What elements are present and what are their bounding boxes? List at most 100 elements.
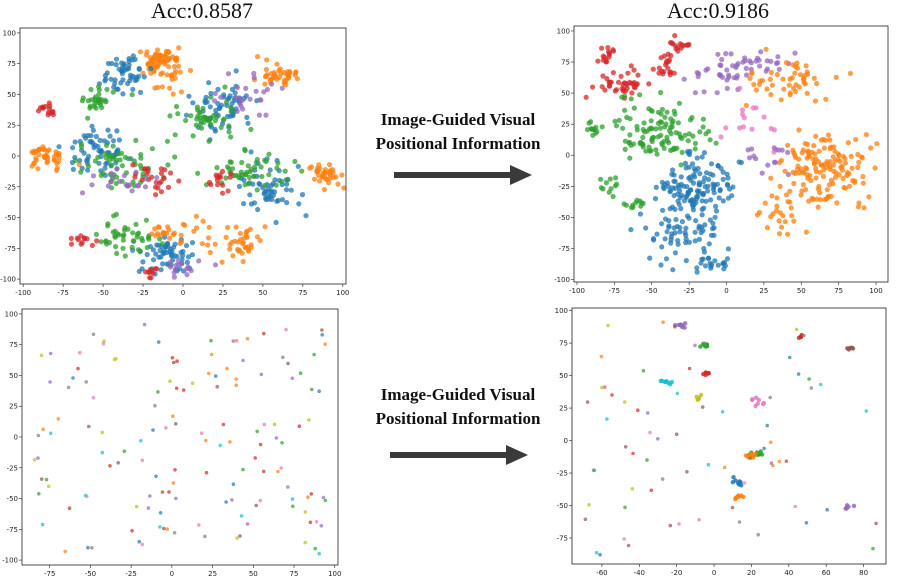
data-point <box>646 126 653 132</box>
data-point <box>782 219 788 225</box>
data-point <box>151 428 155 432</box>
data-point <box>805 175 811 181</box>
data-point <box>162 167 168 173</box>
x-tick-label: 25 <box>218 289 227 297</box>
data-point <box>103 76 109 82</box>
x-tick-label: 25 <box>759 287 768 295</box>
data-point <box>266 172 272 178</box>
data-point <box>745 147 751 153</box>
data-point <box>188 268 194 274</box>
data-point <box>193 122 199 128</box>
data-point <box>137 539 141 544</box>
data-point <box>713 140 719 146</box>
data-point <box>769 193 775 199</box>
data-point <box>50 109 56 115</box>
data-point <box>274 165 280 171</box>
data-point <box>220 117 226 123</box>
data-point <box>174 254 180 260</box>
data-point <box>661 320 665 325</box>
data-point <box>105 183 111 189</box>
data-point <box>68 241 75 247</box>
data-point <box>733 497 738 502</box>
data-point <box>206 235 212 241</box>
x-tick-label: -75 <box>44 570 55 578</box>
data-point <box>263 112 269 118</box>
data-point <box>692 229 698 235</box>
arrow-label-top-line2: Positional Information <box>375 134 541 153</box>
data-point <box>164 72 170 78</box>
data-point <box>835 156 841 162</box>
data-point <box>623 445 628 449</box>
data-point <box>827 146 833 152</box>
data-point <box>768 395 772 400</box>
data-point <box>820 136 826 143</box>
data-point <box>622 400 627 404</box>
data-point <box>706 176 712 183</box>
data-point <box>677 188 683 194</box>
x-tick-label: -25 <box>683 287 694 295</box>
data-point <box>296 201 302 207</box>
data-point <box>89 182 95 188</box>
data-point <box>130 53 136 59</box>
data-point <box>675 198 681 204</box>
data-point <box>764 225 771 231</box>
data-point <box>637 211 644 217</box>
data-point <box>773 208 780 214</box>
data-point <box>229 86 236 92</box>
data-point <box>39 353 44 358</box>
data-point <box>724 67 730 73</box>
data-point <box>165 527 169 531</box>
data-point <box>239 159 245 166</box>
points-tr <box>583 33 880 275</box>
data-point <box>253 88 259 94</box>
data-point <box>208 115 214 121</box>
data-point <box>56 144 62 150</box>
data-point <box>776 218 782 224</box>
data-point <box>277 66 283 72</box>
data-point <box>693 343 697 348</box>
data-point <box>712 214 718 220</box>
data-point <box>243 229 249 236</box>
data-point <box>118 80 124 86</box>
y-tick-label: -75 <box>557 535 568 543</box>
data-point <box>130 230 136 236</box>
data-point <box>254 187 260 193</box>
data-point <box>678 181 684 187</box>
data-point <box>627 116 633 122</box>
data-point <box>682 132 688 138</box>
data-point <box>705 188 711 194</box>
data-point <box>759 78 766 84</box>
data-point <box>285 69 291 75</box>
data-point <box>139 266 145 272</box>
data-point <box>818 162 824 168</box>
data-point <box>257 237 263 244</box>
arrow-label-bottom-line2: Positional Information <box>375 409 541 428</box>
data-point <box>80 95 86 101</box>
data-point <box>659 221 665 227</box>
data-point <box>830 181 836 187</box>
data-point <box>136 230 142 236</box>
data-point <box>66 385 71 390</box>
data-point <box>150 56 156 62</box>
data-point <box>695 73 701 80</box>
data-point <box>604 76 610 82</box>
data-point <box>616 117 622 123</box>
data-point <box>275 160 281 166</box>
data-point <box>603 385 607 390</box>
data-point <box>206 80 212 86</box>
data-point <box>77 157 83 164</box>
x-tick-label: 0 <box>181 289 185 297</box>
data-point <box>142 322 147 327</box>
data-point <box>241 201 247 207</box>
data-point <box>613 175 619 181</box>
data-point <box>648 118 654 124</box>
data-point <box>746 155 753 161</box>
data-point <box>281 355 285 360</box>
data-point <box>262 331 266 336</box>
data-point <box>160 250 166 256</box>
data-point <box>92 94 99 100</box>
data-point <box>687 174 693 180</box>
y-tick-label: -50 <box>5 214 16 222</box>
data-point <box>299 192 306 198</box>
data-point <box>142 184 149 190</box>
